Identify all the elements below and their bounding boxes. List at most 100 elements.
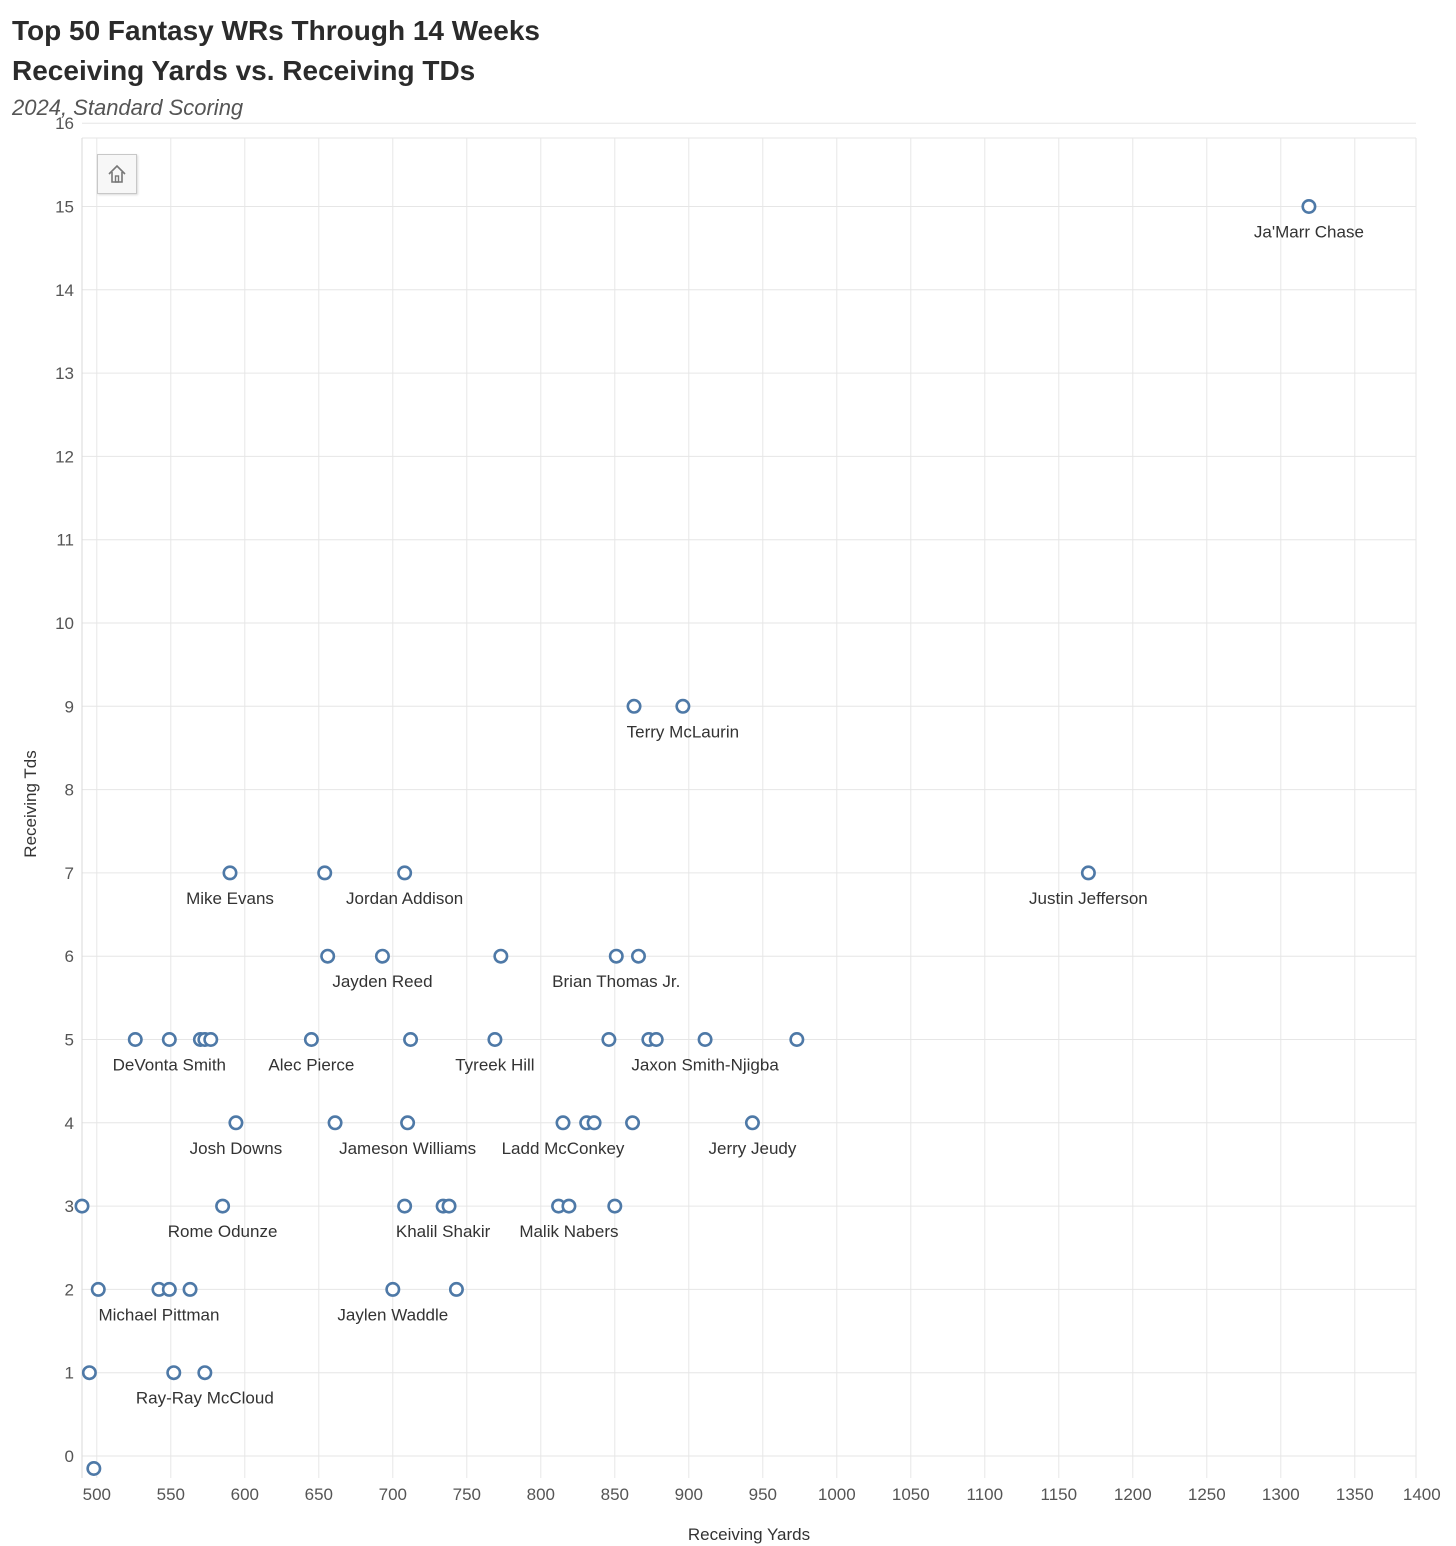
point-label: Josh Downs [190, 1139, 283, 1158]
point-label: Terry McLaurin [627, 722, 739, 741]
point-label: Jameson Williams [339, 1139, 476, 1158]
data-point[interactable] [601, 1032, 617, 1048]
x-tick-label: 1100 [967, 1485, 1004, 1504]
data-point[interactable] [182, 1281, 198, 1297]
y-tick-label: 12 [55, 447, 74, 466]
data-point[interactable] [675, 698, 691, 714]
data-point[interactable] [697, 1032, 713, 1048]
data-point[interactable] [397, 1198, 413, 1214]
data-point[interactable] [607, 1198, 623, 1214]
y-axis-label: Receiving Tds [21, 750, 40, 857]
data-point[interactable] [161, 1281, 177, 1297]
data-point[interactable] [400, 1115, 416, 1131]
x-tick-label: 950 [749, 1485, 777, 1504]
x-tick-label: 1150 [1041, 1485, 1078, 1504]
point-labels: Ja'Marr Chase Terry McLaurin Justin Jeffer… [98, 223, 1363, 1408]
data-point[interactable] [487, 1032, 503, 1048]
data-point[interactable] [320, 948, 336, 964]
data-point[interactable] [586, 1115, 602, 1131]
x-tick-label: 500 [83, 1485, 111, 1504]
data-point[interactable] [744, 1115, 760, 1131]
data-point[interactable] [203, 1032, 219, 1048]
point-label: Jayden Reed [332, 972, 432, 991]
data-point[interactable] [81, 1365, 97, 1381]
x-tick-label: 1000 [818, 1485, 856, 1504]
data-point[interactable] [397, 865, 413, 881]
y-tick-label: 0 [65, 1447, 74, 1466]
x-tick-label: 1050 [892, 1485, 930, 1504]
x-tick-label: 1200 [1114, 1485, 1152, 1504]
point-label: Michael Pittman [98, 1305, 219, 1324]
point-label: Khalil Shakir [396, 1222, 491, 1241]
data-point[interactable] [403, 1032, 419, 1048]
data-point[interactable] [493, 948, 509, 964]
data-point[interactable] [626, 698, 642, 714]
point-label: Jaxon Smith-Njigba [631, 1056, 779, 1075]
data-point[interactable] [561, 1198, 577, 1214]
data-point[interactable] [385, 1281, 401, 1297]
point-label: Alec Pierce [268, 1056, 354, 1075]
x-tick-label: 800 [527, 1485, 555, 1504]
x-tick-label: 1250 [1188, 1485, 1226, 1504]
y-tick-label: 3 [65, 1197, 74, 1216]
data-point[interactable] [608, 948, 624, 964]
data-point[interactable] [222, 865, 238, 881]
y-tick-label: 6 [65, 947, 74, 966]
x-tick-label: 600 [231, 1485, 259, 1504]
data-point[interactable] [648, 1032, 664, 1048]
y-tick-label: 15 [55, 198, 74, 217]
data-point[interactable] [127, 1032, 143, 1048]
axes: 500 550 600 650 700 750 800 850 900 950 1000 1050 11… [55, 114, 1441, 1504]
data-point[interactable] [166, 1365, 182, 1381]
data-point[interactable] [317, 865, 333, 881]
data-point[interactable] [303, 1032, 319, 1048]
data-point[interactable] [86, 1460, 102, 1476]
y-tick-label: 5 [65, 1031, 74, 1050]
y-tick-label: 9 [65, 697, 74, 716]
y-tick-label: 8 [65, 781, 74, 800]
data-point[interactable] [74, 1198, 90, 1214]
x-axis-label: Receiving Yards [688, 1525, 810, 1544]
data-point[interactable] [90, 1281, 106, 1297]
point-label: Malik Nabers [519, 1222, 618, 1241]
point-label: Jordan Addison [346, 889, 463, 908]
point-label: Justin Jefferson [1029, 889, 1148, 908]
chart-subtitle: 2024, Standard Scoring [12, 95, 244, 120]
data-points [74, 199, 1317, 1476]
y-tick-label: 13 [55, 364, 74, 383]
data-point[interactable] [1080, 865, 1096, 881]
data-point[interactable] [789, 1032, 805, 1048]
data-point[interactable] [441, 1198, 457, 1214]
chart-title-line-2: Receiving Yards vs. Receiving TDs [12, 55, 476, 86]
home-button[interactable] [97, 154, 137, 194]
x-tick-label: 550 [157, 1485, 185, 1504]
data-point[interactable] [1301, 199, 1317, 215]
x-tick-label: 900 [675, 1485, 703, 1504]
point-label: Jerry Jeudy [709, 1139, 797, 1158]
point-label: Tyreek Hill [455, 1056, 534, 1075]
data-point[interactable] [555, 1115, 571, 1131]
y-tick-label: 7 [65, 864, 74, 883]
data-point[interactable] [215, 1198, 231, 1214]
point-label: Ja'Marr Chase [1254, 223, 1364, 242]
data-point[interactable] [625, 1115, 641, 1131]
x-tick-label: 1400 [1403, 1485, 1441, 1504]
y-tick-label: 10 [55, 614, 74, 633]
data-point[interactable] [374, 948, 390, 964]
point-label: Jaylen Waddle [337, 1305, 448, 1324]
data-point[interactable] [630, 948, 646, 964]
chart-title-line-1: Top 50 Fantasy WRs Through 14 Weeks [12, 15, 540, 46]
x-tick-label: 700 [379, 1485, 407, 1504]
data-point[interactable] [327, 1115, 343, 1131]
data-point[interactable] [228, 1115, 244, 1131]
y-tick-label: 4 [65, 1114, 74, 1133]
data-point[interactable] [197, 1365, 213, 1381]
data-point[interactable] [448, 1281, 464, 1297]
y-tick-label: 14 [55, 281, 74, 300]
y-tick-label: 2 [65, 1280, 74, 1299]
grid-lines [82, 122, 1417, 1478]
y-tick-label: 1 [65, 1364, 74, 1383]
home-icon [108, 164, 126, 183]
data-point[interactable] [161, 1032, 177, 1048]
